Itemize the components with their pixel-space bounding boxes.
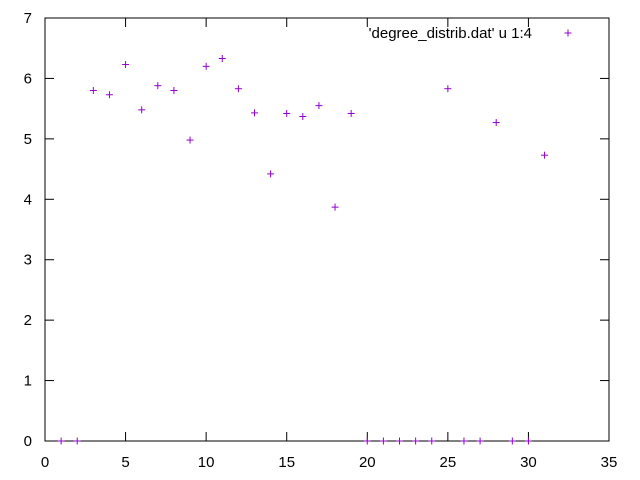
data-point: [202, 62, 210, 70]
data-point: [299, 112, 307, 120]
y-tick-label: 0: [24, 433, 32, 450]
data-points: [57, 54, 549, 445]
y-tick-label: 1: [24, 373, 32, 390]
x-tick-label: 25: [440, 454, 457, 471]
y-tick-label: 7: [24, 10, 32, 27]
legend-label: 'degree_distrib.dat' u 1:4: [369, 25, 532, 42]
data-point: [363, 437, 371, 445]
y-tick-label: 3: [24, 252, 32, 269]
data-point: [250, 109, 258, 117]
data-point: [218, 54, 226, 62]
data-point: [460, 437, 468, 445]
data-point: [541, 151, 549, 159]
data-point: [283, 109, 291, 117]
data-point: [315, 102, 323, 110]
data-point: [379, 437, 387, 445]
data-point: [476, 437, 484, 445]
data-point: [138, 106, 146, 114]
data-point: [508, 437, 516, 445]
data-point: [428, 437, 436, 445]
data-point: [73, 437, 81, 445]
y-tick-label: 4: [24, 191, 32, 208]
data-point: [186, 136, 194, 144]
data-point: [89, 87, 97, 95]
x-tick-label: 15: [278, 454, 295, 471]
data-point: [57, 437, 65, 445]
data-point: [234, 85, 242, 93]
y-tick-label: 2: [24, 312, 32, 329]
axis-ticks: 0 5 10 15 20 25 30 35 0 1 2 3 4 5 6 7: [24, 10, 618, 471]
x-tick-label: 5: [121, 454, 129, 471]
data-point: [331, 203, 339, 211]
data-point: [154, 82, 162, 90]
y-tick-label: 6: [24, 70, 32, 87]
x-tick-label: 10: [198, 454, 215, 471]
plot-border: [44, 17, 610, 442]
data-point: [492, 119, 500, 127]
x-tick-label: 0: [41, 454, 49, 471]
x-tick-label: 30: [520, 454, 537, 471]
legend-plus-marker: [564, 29, 572, 37]
data-point: [524, 437, 532, 445]
data-point: [396, 437, 404, 445]
legend-marker: [564, 29, 572, 37]
data-point: [122, 61, 130, 69]
data-point: [105, 91, 113, 99]
x-tick-label: 20: [359, 454, 376, 471]
y-tick-label: 5: [24, 131, 32, 148]
data-point: [170, 87, 178, 95]
legend: 'degree_distrib.dat' u 1:4: [369, 25, 572, 42]
data-point: [347, 109, 355, 117]
data-point: [444, 85, 452, 93]
x-tick-label: 35: [601, 454, 618, 471]
data-point: [412, 437, 420, 445]
data-point: [267, 170, 275, 178]
